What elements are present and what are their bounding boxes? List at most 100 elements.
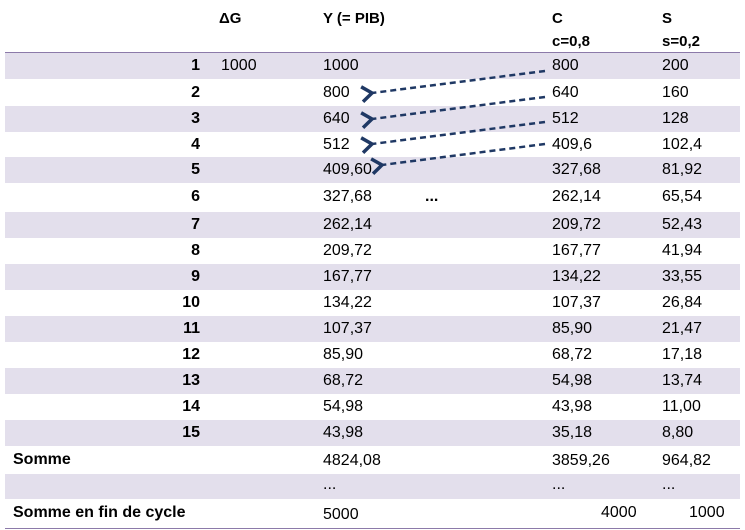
c-value: 640: [552, 84, 579, 101]
header-s-rate: s=0,2: [662, 33, 700, 50]
header-delta-g: ΔG: [219, 10, 242, 27]
y-value: 167,77: [323, 268, 372, 285]
s-value: 65,54: [662, 188, 703, 205]
c-value: 54,98: [552, 372, 593, 389]
multiplier-table: ΔG Y (= PIB) C c=0,8 S s=0,2 1 1000 1000 80…: [5, 0, 740, 530]
row-number: 10: [182, 294, 200, 311]
header-c-rate: c=0,8: [552, 33, 590, 50]
s-value: 200: [662, 57, 689, 74]
y-value: 1000: [323, 57, 359, 74]
table-row: 1 1000 1000 800 200: [5, 53, 740, 79]
y-value: 409,60: [323, 161, 372, 178]
y-value: 43,98: [323, 424, 364, 441]
c-value: 262,14: [552, 188, 601, 205]
s-value: 128: [662, 110, 689, 127]
dots-y: ...: [323, 476, 337, 493]
y-value: 85,90: [323, 346, 364, 363]
delta-g-value: 1000: [221, 57, 257, 74]
table-row: 5 409,60 327,68 81,92: [5, 157, 740, 183]
s-value: 17,18: [662, 346, 703, 363]
table-row: 2 800 640 160: [5, 80, 740, 106]
continuation-ellipsis: ...: [425, 188, 439, 205]
s-value: 33,55: [662, 268, 703, 285]
row-number: 2: [191, 84, 200, 101]
y-value: 800: [323, 84, 350, 101]
table-row: 15 43,98 35,18 8,80: [5, 420, 740, 446]
c-value: 134,22: [552, 268, 601, 285]
y-value: 68,72: [323, 372, 364, 389]
table-row: 6 327,68... 262,14 65,54: [5, 184, 740, 210]
y-value: 209,72: [323, 242, 372, 259]
y-value: 512: [323, 136, 350, 153]
header-y-pib: Y (= PIB): [323, 10, 385, 27]
end-of-cycle-y: 5000: [323, 506, 359, 523]
c-value: 800: [552, 57, 579, 74]
row-number: 12: [182, 346, 200, 363]
table-row: 8 209,72 167,77 41,94: [5, 238, 740, 264]
end-of-cycle-s: 1000: [689, 504, 725, 521]
row-number: 6: [191, 188, 200, 205]
table-row: 7 262,14 209,72 52,43: [5, 212, 740, 238]
row-number: 8: [191, 242, 200, 259]
table-row: 14 54,98 43,98 11,00: [5, 394, 740, 420]
row-number: 13: [182, 372, 200, 389]
header-s: S: [662, 10, 673, 27]
dots-c: ...: [552, 476, 566, 493]
y-value: 134,22: [323, 294, 372, 311]
end-of-cycle-c: 4000: [601, 504, 637, 521]
sum-row: Somme 4824,08 3859,26 964,82: [5, 447, 740, 473]
row-number: 1: [191, 57, 200, 74]
sum-s: 964,82: [662, 452, 711, 469]
c-value: 409,6: [552, 136, 593, 153]
s-value: 8,80: [662, 424, 694, 441]
table-row: 12 85,90 68,72 17,18: [5, 342, 740, 368]
sum-c: 3859,26: [552, 452, 610, 469]
y-value: 107,37: [323, 320, 372, 337]
s-value: 11,00: [662, 398, 701, 415]
s-value: 160: [662, 84, 689, 101]
header-rule: [5, 52, 740, 53]
row-number: 14: [182, 398, 200, 415]
row-number: 15: [182, 424, 200, 441]
table-row: 4 512 409,6 102,4: [5, 132, 740, 158]
s-value: 21,47: [662, 320, 703, 337]
c-value: 327,68: [552, 161, 601, 178]
c-value: 107,37: [552, 294, 601, 311]
dots-row: .........: [5, 474, 740, 499]
s-value: 102,4: [662, 136, 703, 153]
bottom-rule: [5, 528, 740, 529]
table-row: 11 107,37 85,90 21,47: [5, 316, 740, 342]
sum-y: 4824,08: [323, 452, 381, 469]
table-row: 3 640 512 128: [5, 106, 740, 132]
c-value: 209,72: [552, 216, 601, 233]
c-value: 43,98: [552, 398, 593, 415]
header-c: C: [552, 10, 563, 27]
c-value: 85,90: [552, 320, 593, 337]
table-row: 9 167,77 134,22 33,55: [5, 264, 740, 290]
row-number: 11: [183, 320, 200, 337]
table-row: 13 68,72 54,98 13,74: [5, 368, 740, 394]
end-of-cycle-row: Somme en fin de cycle 5000 4000 1000: [5, 500, 740, 528]
end-of-cycle-label: Somme en fin de cycle: [13, 504, 186, 521]
y-value: 640: [323, 110, 350, 127]
c-value: 35,18: [552, 424, 593, 441]
table-row: 10 134,22 107,37 26,84: [5, 290, 740, 316]
s-value: 13,74: [662, 372, 703, 389]
y-value: 262,14: [323, 216, 372, 233]
s-value: 41,94: [662, 242, 703, 259]
sum-label: Somme: [13, 451, 71, 468]
c-value: 68,72: [552, 346, 593, 363]
row-number: 4: [191, 136, 200, 153]
row-number: 9: [191, 268, 200, 285]
s-value: 81,92: [662, 161, 703, 178]
dots-s: ...: [662, 476, 676, 493]
row-number: 3: [191, 110, 200, 127]
y-value: 327,68: [323, 188, 372, 205]
row-number: 7: [191, 216, 200, 233]
c-value: 512: [552, 110, 579, 127]
s-value: 26,84: [662, 294, 703, 311]
y-value: 54,98: [323, 398, 364, 415]
row-number: 5: [191, 161, 200, 178]
s-value: 52,43: [662, 216, 703, 233]
c-value: 167,77: [552, 242, 601, 259]
